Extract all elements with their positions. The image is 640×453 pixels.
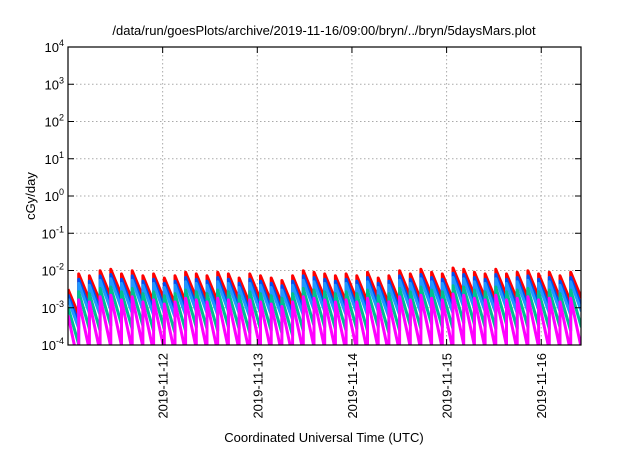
y-tick-label: 102 [45,113,64,130]
x-tick-label: 2019-11-14 [345,353,360,419]
y-tick-label: 10-4 [42,336,64,353]
x-axis-label: Coordinated Universal Time (UTC) [224,430,423,445]
y-tick-label: 101 [45,150,64,167]
y-axis-label: cGy/day [23,172,38,220]
x-ticks: 2019-11-12 2019-11-13 2019-11-14 2019-11-15… [156,47,549,419]
y-tick-label: 103 [45,75,64,92]
series-line-magenta [68,292,581,345]
x-tick-label: 2019-11-15 [440,353,455,419]
x-tick-label: 2019-11-16 [534,353,549,419]
x-tick-label: 2019-11-12 [156,353,171,419]
chart-title: /data/run/goesPlots/archive/2019-11-16/0… [112,23,536,38]
y-tick-label: 10-3 [42,299,64,316]
series-group [68,266,581,345]
y-tick-label: 10-1 [42,224,64,241]
y-tick-label: 104 [45,38,64,55]
y-tick-label: 100 [45,187,64,204]
y-ticks: 10-4 10-3 10-2 10-1 100 101 102 103 104 [42,38,581,353]
y-tick-label: 10-2 [42,262,64,279]
x-tick-label: 2019-11-13 [250,353,265,419]
